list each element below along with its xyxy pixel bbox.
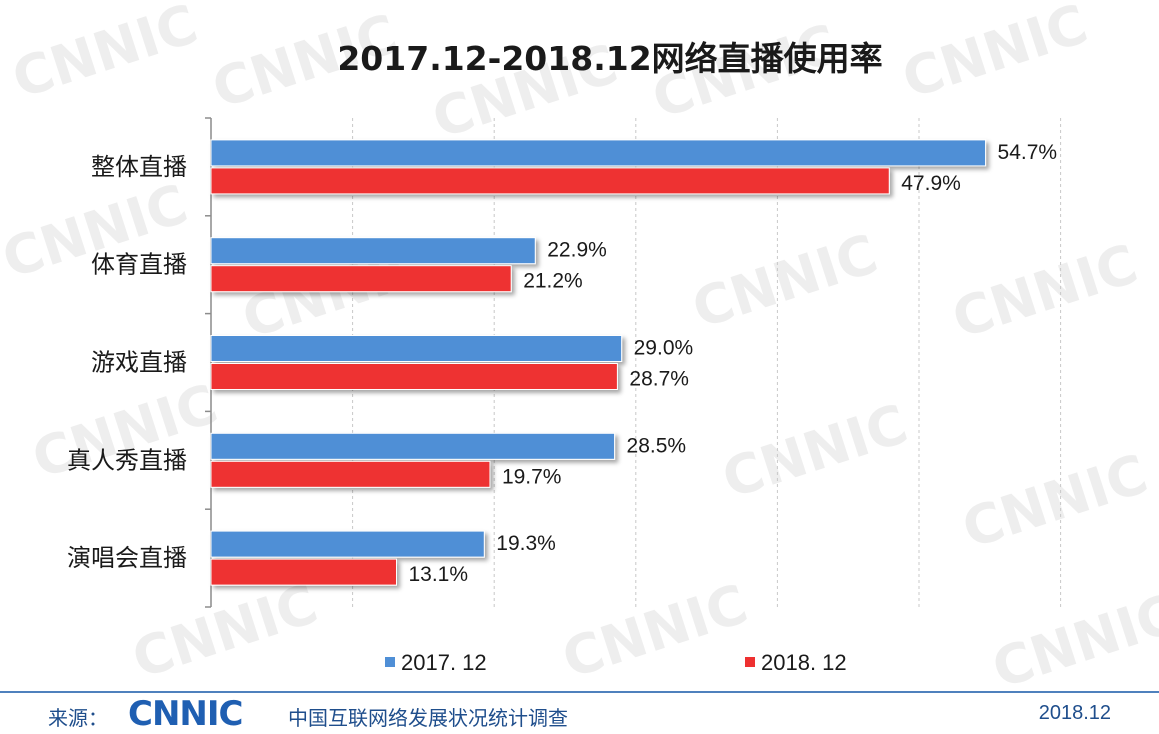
data-label: 13.1% (408, 563, 468, 586)
footer: 来源： CNNIC 中国互联网络发展状况统计调查 2018.12 (0, 694, 1159, 734)
category-label: 真人秀直播 (67, 446, 187, 474)
data-label: 29.0% (634, 337, 694, 360)
bar-2018 (210, 460, 491, 488)
legend-swatch (745, 657, 755, 667)
bar-2018 (210, 558, 397, 586)
bar-2018 (210, 167, 890, 195)
y-axis (205, 117, 212, 608)
bar-2017 (210, 530, 485, 558)
data-label: 22.9% (547, 239, 607, 262)
category-label: 游戏直播 (91, 349, 187, 377)
data-labels: 54.7% 47.9% 22.9% 21.2% 29.0% 28.7% 28.5% 19.7%… (408, 141, 1057, 586)
data-label: 19.7% (502, 465, 562, 488)
bar-2017 (210, 139, 987, 167)
bar-2017 (210, 432, 616, 460)
bar-2018 (210, 265, 512, 293)
chart-title: 2017.12-2018.12网络直播使用率 (337, 39, 882, 78)
footer-divider (0, 691, 1159, 693)
category-label: 整体直播 (91, 153, 187, 181)
category-label: 演唱会直播 (67, 544, 187, 572)
source-organization: 中国互联网络发展状况统计调查 (288, 706, 568, 730)
data-label: 19.3% (496, 532, 556, 555)
source-label: 来源： (48, 706, 108, 730)
data-label: 28.7% (629, 368, 689, 391)
footer-date: 2018.12 (1038, 702, 1111, 724)
bars (210, 139, 987, 586)
legend-label: 2018. 12 (761, 650, 847, 675)
data-label: 21.2% (523, 270, 583, 293)
bar-2017 (210, 237, 536, 265)
legend: 2017. 12 2018. 12 (385, 650, 847, 675)
data-label: 28.5% (627, 434, 687, 457)
legend-label: 2017. 12 (401, 650, 487, 675)
data-label: 54.7% (998, 141, 1058, 164)
cnnic-logo: CNNIC (128, 694, 243, 734)
legend-swatch (385, 657, 395, 667)
data-label: 47.9% (901, 172, 961, 195)
bar-2017 (210, 335, 623, 362)
category-label: 体育直播 (91, 251, 187, 279)
bar-2018 (210, 363, 618, 390)
